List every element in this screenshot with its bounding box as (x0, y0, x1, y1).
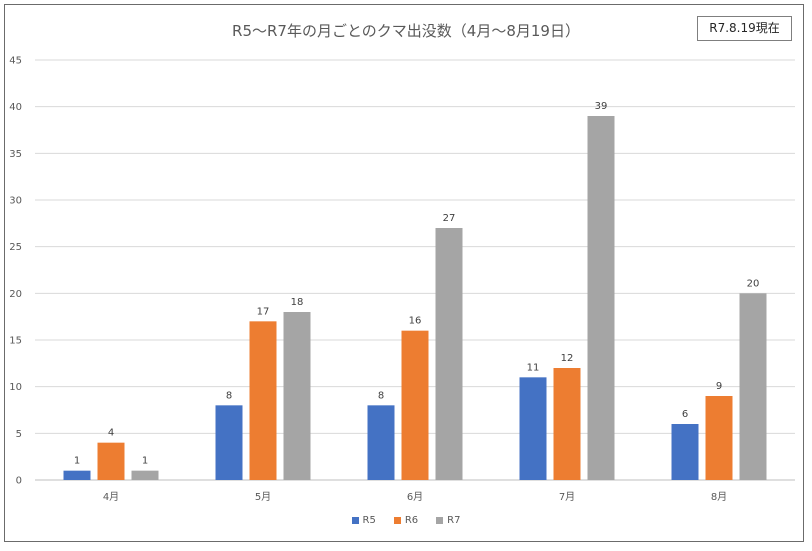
x-tick-label-2: 6月 (407, 491, 423, 503)
y-tick-label-5: 5 (16, 429, 22, 440)
chart-title: R5～R7年の月ごとのクマ出没数（4月～8月19日） (232, 22, 580, 40)
y-tick-label-30: 30 (9, 196, 22, 207)
bar-R5-2 (367, 405, 395, 480)
bar-R5-0 (63, 470, 91, 480)
bar-R7-0 (131, 470, 159, 480)
bar-R6-4 (705, 396, 733, 480)
y-tick-label-10: 10 (9, 382, 22, 393)
bar-R7-4 (739, 293, 767, 480)
y-tick-label-45: 45 (9, 56, 22, 67)
bar-R5-4 (671, 424, 699, 480)
data-label-R6-1: 17 (257, 306, 270, 317)
data-label-R6-0: 4 (108, 428, 114, 439)
legend: R5 R6 R7 (0, 515, 812, 526)
data-label-R5-4: 6 (682, 409, 688, 420)
bar-R5-1 (215, 405, 243, 480)
bar-R6-3 (553, 368, 581, 480)
data-label-R7-2: 27 (443, 213, 456, 224)
y-tick-label-40: 40 (9, 102, 22, 113)
bar-R5-3 (519, 377, 547, 480)
x-tick-label-1: 5月 (255, 491, 271, 503)
data-label-R5-1: 8 (226, 390, 232, 401)
data-label-R7-1: 18 (291, 297, 304, 308)
bar-R7-3 (587, 116, 615, 480)
bar-R7-1 (283, 312, 311, 480)
data-label-R7-0: 1 (142, 456, 148, 467)
x-tick-label-4: 8月 (711, 491, 727, 503)
legend-item-R6: R6 (393, 515, 419, 526)
bar-R6-0 (97, 442, 125, 480)
data-label-R5-3: 11 (527, 362, 540, 373)
legend-label-R7: R7 (447, 515, 461, 526)
legend-label-R5: R5 (362, 515, 376, 526)
y-tick-label-20: 20 (9, 289, 22, 300)
y-tick-label-15: 15 (9, 336, 22, 347)
data-label-R6-4: 9 (716, 381, 722, 392)
data-label-R5-0: 1 (74, 456, 80, 467)
data-label-R7-3: 39 (595, 101, 608, 112)
data-label-R5-2: 8 (378, 390, 384, 401)
legend-item-R7: R7 (436, 515, 460, 526)
date-stamp: R7.8.19現在 (697, 16, 792, 41)
y-tick-label-25: 25 (9, 242, 22, 253)
bar-R6-2 (401, 330, 429, 480)
bar-R6-1 (249, 321, 277, 480)
y-tick-label-35: 35 (9, 149, 22, 160)
legend-swatch-R6 (393, 517, 401, 524)
legend-label-R6: R6 (404, 515, 419, 526)
legend-item-R5: R5 (351, 515, 376, 526)
data-label-R6-3: 12 (561, 353, 574, 364)
bar-R7-2 (435, 228, 463, 480)
legend-swatch-R5 (351, 517, 359, 524)
data-label-R7-4: 20 (747, 278, 760, 289)
x-tick-label-0: 4月 (103, 491, 119, 503)
y-tick-label-0: 0 (16, 476, 22, 487)
x-tick-label-3: 7月 (559, 491, 575, 503)
legend-swatch-R7 (436, 517, 444, 524)
data-label-R6-2: 16 (409, 316, 422, 327)
